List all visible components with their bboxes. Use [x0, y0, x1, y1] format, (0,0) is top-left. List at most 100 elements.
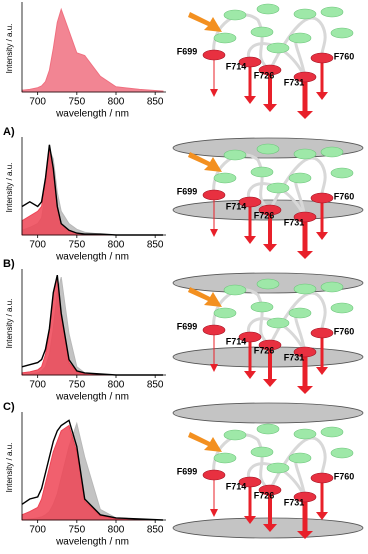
- red-chromophore: [310, 192, 334, 204]
- green-chromophore: [330, 167, 354, 179]
- x-tick-label: 850: [147, 97, 164, 108]
- green-chromophore: [330, 27, 354, 39]
- green-chromophore: [223, 429, 247, 441]
- emission-arrowhead: [210, 364, 218, 372]
- emission-arrowhead: [210, 89, 218, 97]
- chromophore-label: F731: [284, 77, 305, 87]
- red-chromophore: [293, 71, 317, 83]
- excitation-arrow: [188, 287, 222, 307]
- panel-label: B): [3, 258, 15, 270]
- protein-diagram: F699 F714 F726 F731 F760: [177, 278, 355, 394]
- chromophore-label: F760: [334, 51, 355, 61]
- protein-backbone: [212, 288, 327, 353]
- green-chromophore: [293, 283, 317, 295]
- green-chromophore: [320, 6, 344, 18]
- chromophore-label: F731: [284, 497, 305, 507]
- green-chromophore: [288, 32, 312, 44]
- spectrum-line: [21, 419, 164, 521]
- chromophore-label: F726: [254, 70, 275, 80]
- excitation-arrow: [188, 432, 222, 452]
- x-axis-label: wavelength / nm: [55, 537, 129, 548]
- chromophore-label: F760: [334, 326, 355, 336]
- x-tick-label: 700: [29, 525, 46, 536]
- excitation-arrow: [188, 152, 222, 172]
- green-chromophore: [293, 8, 317, 20]
- emission-arrowhead: [210, 509, 218, 517]
- x-tick-label: 750: [68, 240, 85, 251]
- green-chromophore: [223, 149, 247, 161]
- red-chromophore: [258, 484, 282, 496]
- green-chromophore: [250, 26, 274, 38]
- x-tick-label: 750: [68, 97, 85, 108]
- green-chromophore: [288, 452, 312, 464]
- emission-arrowhead: [316, 92, 328, 100]
- emission-arrowhead: [244, 516, 256, 524]
- spectrum-line: [21, 274, 163, 376]
- x-tick-label: 700: [29, 380, 46, 391]
- chromophore-label: F699: [177, 321, 198, 331]
- emission-arrowhead: [297, 531, 313, 539]
- green-chromophore: [330, 302, 354, 314]
- green-chromophore: [256, 3, 280, 15]
- chromophore-label: F699: [177, 466, 198, 476]
- spectrum-line: [21, 144, 163, 236]
- membrane-disc: [172, 402, 364, 424]
- excitation-arrow: [188, 12, 222, 32]
- red-chromophore: [202, 49, 226, 61]
- y-axis-label: Intensity / a.u.: [5, 443, 14, 493]
- emission-arrowhead: [263, 104, 277, 112]
- chromophore-label: F714: [226, 336, 247, 346]
- green-chromophore: [213, 452, 237, 464]
- green-chromophore: [288, 172, 312, 184]
- spectrum-area: [21, 7, 164, 93]
- red-chromophore: [310, 327, 334, 339]
- red-chromophore: [258, 204, 282, 216]
- x-tick-label: 700: [29, 97, 46, 108]
- green-chromophore: [320, 426, 344, 438]
- emission-arrowhead: [244, 236, 256, 244]
- emission-arrowhead: [263, 524, 277, 532]
- emission-arrowhead: [316, 512, 328, 520]
- green-chromophore: [293, 148, 317, 160]
- chromophore-label: F731: [284, 352, 305, 362]
- protein-backbone: [212, 153, 327, 218]
- chromophore-label: F731: [284, 217, 305, 227]
- chromophore-label: F714: [226, 481, 247, 491]
- green-chromophore: [266, 182, 290, 194]
- protein-backbone: [212, 433, 327, 498]
- emission-arrowhead: [297, 386, 313, 394]
- red-chromophore: [202, 469, 226, 481]
- chromophore-label: F714: [226, 61, 247, 71]
- chromophore-label: F726: [254, 210, 275, 220]
- red-chromophore: [238, 56, 262, 68]
- x-tick-label: 800: [108, 380, 125, 391]
- chromophore-label: F714: [226, 201, 247, 211]
- panel-label: A): [3, 126, 15, 138]
- chromophore-label: F760: [334, 471, 355, 481]
- red-chromophore: [310, 472, 334, 484]
- green-chromophore: [213, 307, 237, 319]
- emission-arrowhead: [297, 111, 313, 119]
- red-chromophore: [293, 491, 317, 503]
- spectrum-area: [21, 276, 163, 376]
- green-chromophore: [288, 307, 312, 319]
- protein-backbone: [212, 13, 327, 78]
- green-chromophore: [256, 423, 280, 435]
- green-chromophore: [213, 32, 237, 44]
- emission-arrowhead: [244, 96, 256, 104]
- red-chromophore: [202, 324, 226, 336]
- emission-arrowhead: [297, 251, 313, 259]
- panel-label: C): [3, 401, 15, 413]
- red-chromophore: [258, 339, 282, 351]
- x-axis-label: wavelength / nm: [55, 109, 129, 120]
- emission-arrowhead: [316, 232, 328, 240]
- green-chromophore: [266, 317, 290, 329]
- green-chromophore: [223, 284, 247, 296]
- chromophore-label: F726: [254, 490, 275, 500]
- y-axis-label: Intensity / a.u.: [5, 299, 14, 349]
- x-tick-label: 700: [29, 240, 46, 251]
- chromophore-label: F699: [177, 186, 198, 196]
- green-chromophore: [256, 278, 280, 290]
- green-chromophore: [256, 143, 280, 155]
